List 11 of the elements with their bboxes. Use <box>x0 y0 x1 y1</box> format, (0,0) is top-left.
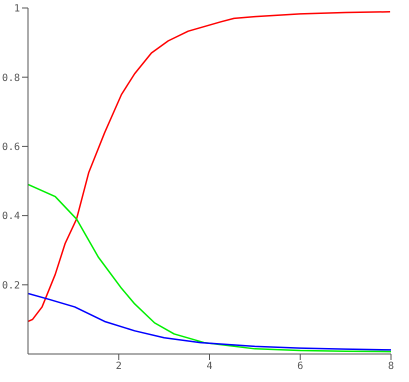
x-tick-label: 8 <box>388 361 394 372</box>
x-tick-label: 2 <box>116 361 122 372</box>
line-series <box>28 11 391 322</box>
y-tick-label: 0.8 <box>2 72 20 84</box>
y-tick-label: 0.4 <box>2 211 20 222</box>
x-tick-label: 4 <box>206 361 213 372</box>
x-tick-label: 6 <box>297 361 304 372</box>
y-tick-label: 1 <box>14 4 20 15</box>
line-series <box>28 292 391 351</box>
y-tick-label: 0.6 <box>2 142 20 153</box>
y-tick-label: 0.2 <box>2 280 20 292</box>
